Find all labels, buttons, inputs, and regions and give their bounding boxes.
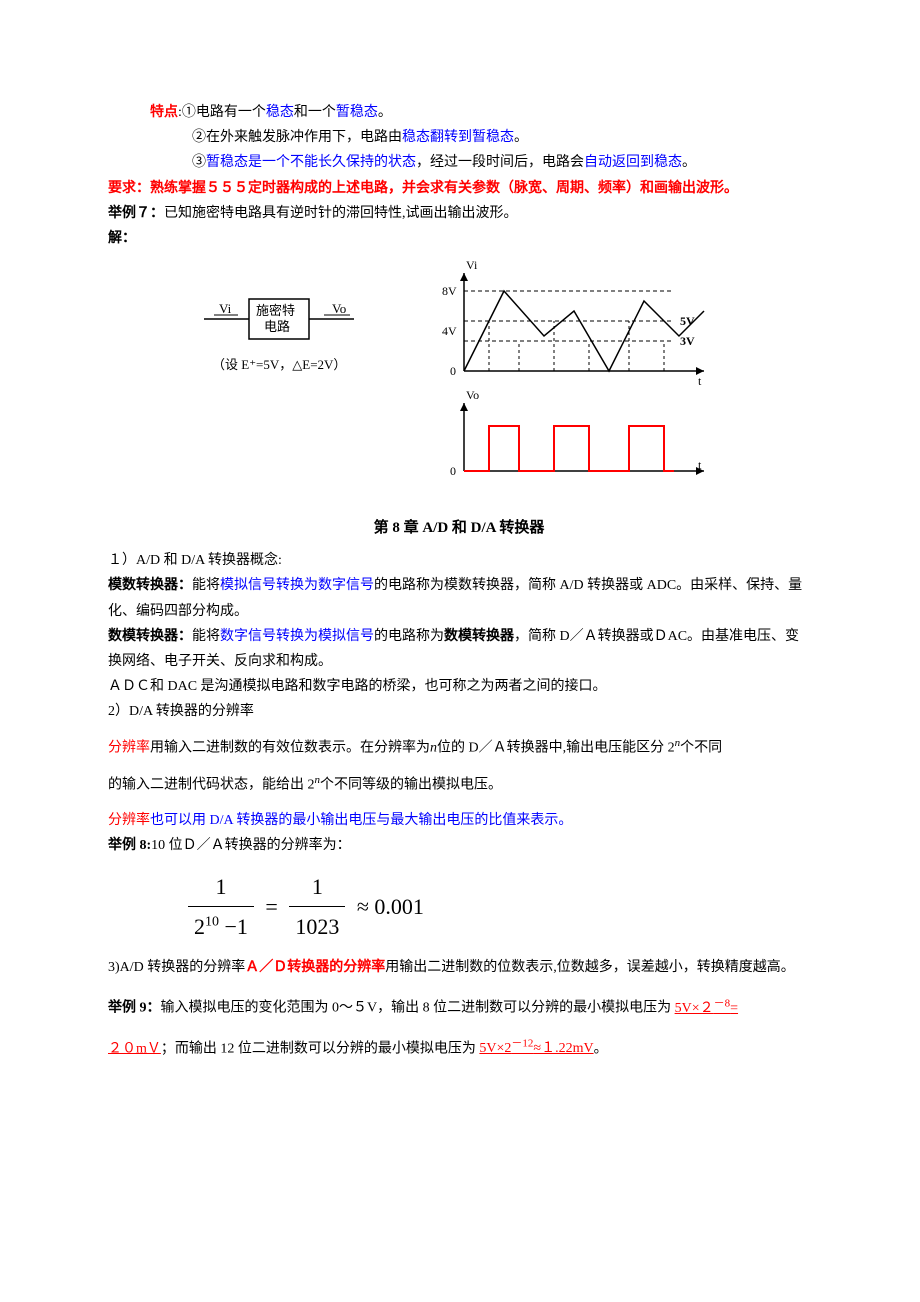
svg-text:Vo: Vo	[466, 388, 479, 402]
block-name-2: 电路	[264, 319, 290, 334]
block-diagram-svg: Vi Vo 施密特 电路 （设 E⁺=5V，△E=2V）	[194, 289, 394, 399]
point-line-3: ③暂稳态是一个不能长久保持的状态，经过一段时间后，电路会自动返回到稳态。	[108, 150, 810, 175]
label-tedian: 特点	[150, 105, 178, 120]
figure-row: Vi Vo 施密特 电路 （设 E⁺=5V，△E=2V） Vi t 8V 4V 0 5V 3…	[108, 261, 810, 501]
block-output-label: Vo	[332, 301, 346, 316]
schmitt-block-diagram: Vi Vo 施密特 电路 （设 E⁺=5V，△E=2V）	[194, 289, 394, 399]
waveform-svg: Vit8V4V05V3VVot0	[424, 261, 724, 501]
label-yaoqiu: 要求：	[108, 181, 150, 196]
point-line-2: ②在外来触发脉冲作用下，电路由稳态翻转到暂稳态。	[108, 125, 810, 150]
svg-text:Vi: Vi	[466, 261, 478, 272]
chapter-title: 第 8 章 A/D 和 D/A 转换器	[108, 515, 810, 542]
section-3: 3)A/D 转换器的分辨率Ａ／Ｄ转换器的分辨率用输出二进制数的位数表示,位数越多…	[108, 955, 810, 980]
solution-label: 解：	[108, 226, 810, 251]
resolution-line-1b: 的输入二进制代码状态，能给出 2n个不同等级的输出模拟电压。	[108, 771, 810, 798]
example-9-line-2: ２０mＶ；而输出 12 位二进制数可以分辨的最小模拟电压为 5V×2－12≈１.…	[108, 1035, 810, 1062]
svg-text:0: 0	[450, 364, 456, 378]
dac-definition: 数模转换器：能将数字信号转换为模拟信号的电路称为数模转换器，简称 D／Ａ转换器或…	[108, 624, 810, 674]
schmitt-waveform: Vit8V4V05V3VVot0	[424, 261, 724, 501]
example-9-line-1: 举例 9：输入模拟电压的变化范围为 0～５V，输出 8 位二进制数可以分辨的最小…	[108, 994, 810, 1021]
point-line-1: 特点:①电路有一个稳态和一个暂稳态。	[108, 100, 810, 125]
svg-text:8V: 8V	[442, 284, 457, 298]
svg-text:t: t	[698, 374, 702, 388]
resolution-formula: 1 210 −1 = 1 1023 ≈ 0.001	[108, 867, 810, 947]
example-7: 举例７：已知施密特电路具有逆时针的滞回特性,试画出输出波形。	[108, 201, 810, 226]
block-name-1: 施密特	[256, 303, 295, 318]
block-input-label: Vi	[219, 301, 232, 316]
block-condition: （设 E⁺=5V，△E=2V）	[212, 357, 346, 372]
svg-text:4V: 4V	[442, 324, 457, 338]
section-2: 2）D/A 转换器的分辨率	[108, 699, 810, 724]
adc-definition: 模数转换器：能将模拟信号转换为数字信号的电路称为模数转换器，简称 A/D 转换器…	[108, 573, 810, 623]
resolution-line-1: 分辨率用输入二进制数的有效位数表示。在分辨率为n位的 D／Ａ转换器中,输出电压能…	[108, 734, 810, 761]
svg-text:0: 0	[450, 464, 456, 478]
example-8: 举例 8:10 位Ｄ／Ａ转换器的分辨率为：	[108, 833, 810, 858]
svg-text:3V: 3V	[680, 334, 695, 348]
requirement-line: 要求：熟练掌握５５５定时器构成的上述电路，并会求有关参数（脉宽、周期、频率）和画…	[108, 176, 810, 201]
svg-text:5V: 5V	[680, 314, 695, 328]
resolution-line-2: 分辨率也可以用 D/A 转换器的最小输出电压与最大输出电压的比值来表示。	[108, 808, 810, 833]
section-1: １）A/D 和 D/A 转换器概念:	[108, 548, 810, 573]
bridge-line: ＡＤＣ和 DAC 是沟通模拟电路和数字电路的桥梁，也可称之为两者之间的接口。	[108, 674, 810, 699]
